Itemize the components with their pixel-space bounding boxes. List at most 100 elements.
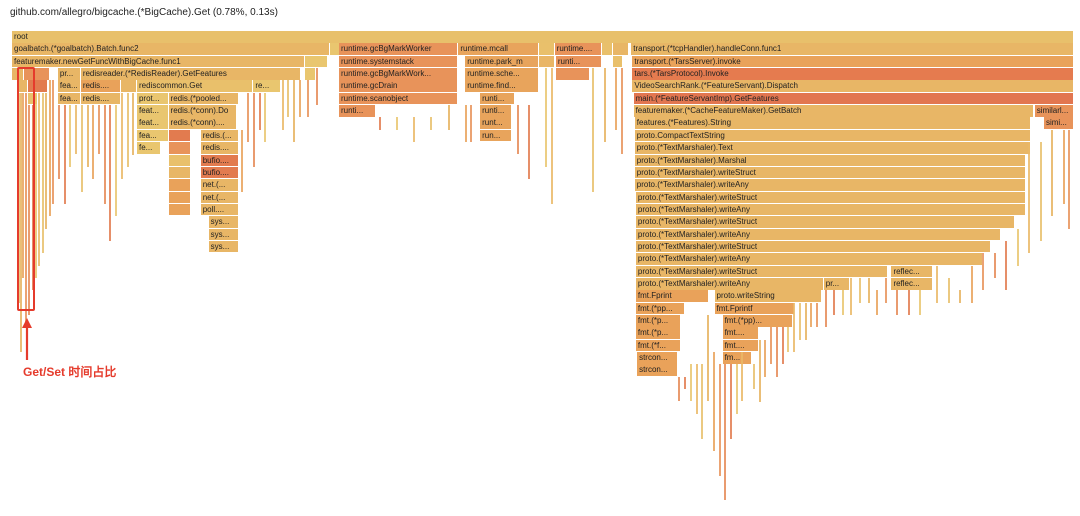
flame-sliver[interactable] <box>264 92 267 143</box>
flame-sliver[interactable] <box>241 129 244 192</box>
flame-frame[interactable]: root <box>12 31 1074 43</box>
flame-frame[interactable]: re... <box>253 80 281 92</box>
flame-frame-unlabeled[interactable] <box>555 68 591 80</box>
flame-frame[interactable]: reflec... <box>891 278 933 290</box>
flame-frame[interactable]: VideoSearchRank.(*FeatureServant).Dispat… <box>632 80 1074 92</box>
flame-frame[interactable]: poll.... <box>200 203 239 216</box>
flame-sliver[interactable] <box>247 92 250 143</box>
flame-frame[interactable]: fmt.(*pp... <box>635 302 685 315</box>
flame-sliver[interactable] <box>1005 240 1008 291</box>
flame-frame-unlabeled[interactable] <box>168 129 192 142</box>
flame-sliver[interactable] <box>775 327 778 377</box>
flame-sliver[interactable] <box>80 105 83 192</box>
flame-sliver[interactable] <box>919 290 922 316</box>
flame-frame-unlabeled[interactable] <box>304 68 317 80</box>
flame-sliver[interactable] <box>103 105 106 204</box>
flame-frame[interactable]: fea... <box>57 92 81 105</box>
flame-frame[interactable]: proto.writeString <box>714 290 823 302</box>
flame-sliver[interactable] <box>126 92 129 167</box>
flame-frame[interactable]: fmt.(*f... <box>635 339 682 352</box>
flame-frame[interactable]: runtime.gcDrain <box>338 80 459 92</box>
flame-frame[interactable]: rediscommon.Get <box>136 80 254 92</box>
flame-sliver[interactable] <box>396 117 399 130</box>
flame-frame[interactable]: fmt.(*pp)... <box>722 315 793 327</box>
flame-frame[interactable]: featuremaker.(*CacheFeatureMaker).GetBat… <box>633 105 1034 117</box>
flame-frame-unlabeled[interactable] <box>168 142 192 154</box>
flame-frame[interactable]: redis.(*pooled... <box>168 92 239 105</box>
flame-sliver[interactable] <box>1051 129 1054 217</box>
flame-sliver[interactable] <box>252 92 255 167</box>
flame-frame[interactable]: main.(*FeatureServantImp).GetFeatures <box>633 92 1074 105</box>
flame-sliver[interactable] <box>132 92 135 155</box>
flame-sliver[interactable] <box>550 68 553 204</box>
flame-sliver[interactable] <box>28 105 31 316</box>
flame-frame[interactable]: proto.(*TextMarshaler).writeStruct <box>635 216 1016 228</box>
flame-frame-unlabeled[interactable] <box>168 179 192 191</box>
flame-sliver[interactable] <box>615 68 618 130</box>
flame-frame[interactable]: runti... <box>480 92 515 105</box>
flame-sliver[interactable] <box>298 80 301 118</box>
flame-frame[interactable]: proto.(*TextMarshaler).writeAny <box>635 278 824 290</box>
flame-frame[interactable]: pr... <box>57 68 81 80</box>
flame-frame[interactable]: similarl... <box>1034 105 1074 117</box>
flame-sliver[interactable] <box>48 80 51 217</box>
flame-frame[interactable]: proto.(*TextMarshaler).writeStruct <box>635 191 1026 204</box>
flame-frame[interactable]: bufio.... <box>200 166 239 179</box>
flame-sliver[interactable] <box>718 364 721 476</box>
flame-frame[interactable]: bufio.... <box>200 154 239 166</box>
flame-frame[interactable]: proto.(*TextMarshaler).writeAny <box>635 253 984 265</box>
flame-sliver[interactable] <box>1039 142 1042 241</box>
flame-sliver[interactable] <box>281 80 284 130</box>
flame-sliver[interactable] <box>907 290 910 316</box>
flame-frame[interactable]: runt... <box>480 117 513 129</box>
flame-sliver[interactable] <box>545 68 548 167</box>
flame-frame[interactable]: transport.(*TarsServer).invoke <box>632 55 1074 68</box>
flame-frame[interactable]: features.(*Features).String <box>634 117 1032 129</box>
flame-sliver[interactable] <box>781 327 784 365</box>
flame-sliver[interactable] <box>447 105 450 130</box>
flame-frame-unlabeled[interactable] <box>613 55 624 68</box>
flame-sliver[interactable] <box>684 376 687 390</box>
flame-frame[interactable]: tars.(*TarsProtocol).Invoke <box>632 68 1074 80</box>
flame-sliver[interactable] <box>810 302 813 328</box>
flame-sliver[interactable] <box>430 117 433 130</box>
flame-sliver[interactable] <box>798 302 801 340</box>
flame-sliver[interactable] <box>707 315 710 402</box>
flame-frame[interactable]: fmt.Fprint <box>635 290 709 302</box>
flame-sliver[interactable] <box>947 278 950 303</box>
flame-frame[interactable]: reflec... <box>891 265 933 278</box>
flame-frame-unlabeled[interactable] <box>120 80 137 92</box>
flame-sliver[interactable] <box>258 92 261 130</box>
flame-frame[interactable]: net.(... <box>200 191 239 204</box>
flame-frame-unlabeled[interactable] <box>613 43 630 55</box>
flame-sliver[interactable] <box>516 105 519 155</box>
flame-sliver[interactable] <box>63 105 66 204</box>
flame-sliver[interactable] <box>1016 228 1019 266</box>
flame-frame[interactable]: runtime.... <box>554 43 602 55</box>
flame-frame[interactable]: runtime.sche... <box>465 68 539 80</box>
flame-frame[interactable]: fmt.(*p... <box>635 327 682 339</box>
flame-sliver[interactable] <box>620 68 623 155</box>
flame-sliver[interactable] <box>982 253 985 291</box>
flame-frame[interactable]: redis.... <box>80 80 121 92</box>
flame-frame[interactable]: simi... <box>1043 117 1074 129</box>
flame-frame[interactable]: runtime.mcall <box>458 43 539 55</box>
flame-sliver[interactable] <box>20 92 23 353</box>
flame-sliver[interactable] <box>724 364 727 501</box>
flame-frame[interactable]: proto.(*TextMarshaler).writeAny <box>635 228 1001 241</box>
flame-frame[interactable]: strcon... <box>637 364 679 376</box>
flame-sliver[interactable] <box>993 253 996 278</box>
flame-frame[interactable]: sys... <box>208 228 239 241</box>
flame-frame-unlabeled[interactable] <box>168 191 192 204</box>
flame-frame[interactable]: goalbatch.(*goalbatch).Batch.func2 <box>12 43 330 55</box>
flame-sliver[interactable] <box>413 117 416 143</box>
flame-sliver[interactable] <box>592 68 595 192</box>
flame-sliver[interactable] <box>470 105 473 143</box>
flame-sliver[interactable] <box>464 105 467 143</box>
flame-frame[interactable]: proto.(*TextMarshaler).writeStruct <box>635 240 992 253</box>
flame-sliver[interactable] <box>833 290 836 316</box>
flame-frame[interactable]: runtime.gcBgMarkWorker <box>338 43 459 55</box>
flame-frame[interactable]: redis.(*conn).... <box>168 117 238 129</box>
flame-sliver[interactable] <box>730 364 733 439</box>
flame-sliver[interactable] <box>959 290 962 303</box>
